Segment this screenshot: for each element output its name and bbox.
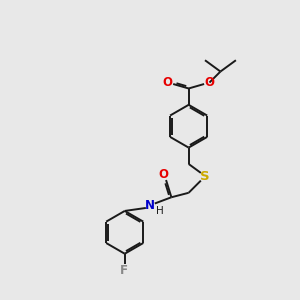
Text: N: N <box>145 199 155 212</box>
Text: H: H <box>156 206 164 216</box>
Text: O: O <box>204 76 214 89</box>
Text: F: F <box>120 264 128 277</box>
Text: O: O <box>163 76 173 89</box>
Text: O: O <box>159 168 169 181</box>
Text: S: S <box>200 170 210 183</box>
